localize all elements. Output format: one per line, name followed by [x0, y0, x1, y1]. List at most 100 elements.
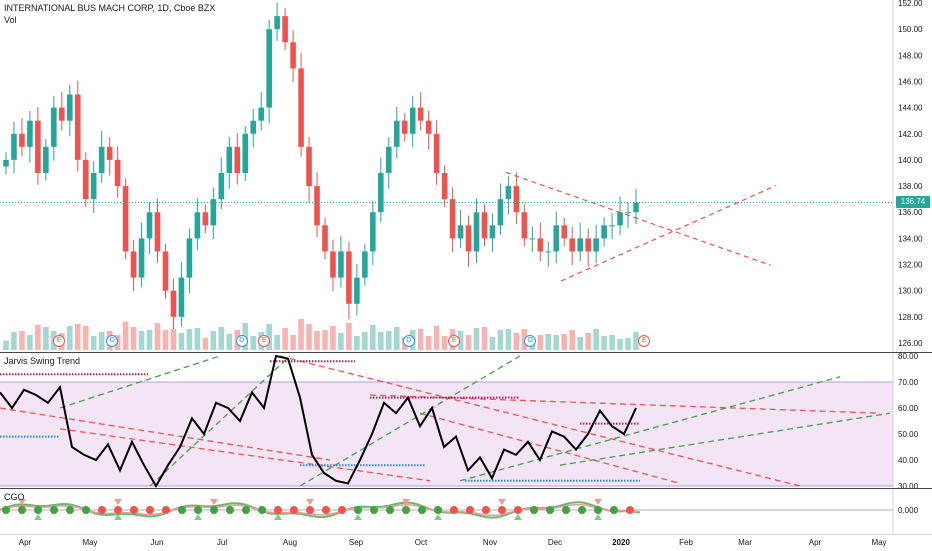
volume-bar — [66, 326, 73, 350]
candle-body — [513, 186, 520, 213]
volume-bar — [441, 336, 448, 350]
time-axis-label: Sep — [348, 538, 364, 547]
dividend-event-icon[interactable]: D — [524, 335, 537, 347]
price-chart[interactable]: 152.00 150.00 148.00 146.00 144.00 142.00 140.… — [0, 0, 932, 352]
price-tick-label: 134.00 — [898, 234, 923, 243]
time-axis[interactable]: Apr May Jun Jul Aug Sep Oct Nov Dec 2020 Feb Mar Apr… — [0, 534, 932, 551]
candle-body — [561, 225, 568, 239]
candle-body — [545, 251, 552, 253]
dividend-event-icon[interactable]: D — [106, 335, 119, 347]
volume-bar — [338, 333, 344, 350]
candle-body — [106, 146, 113, 160]
cgo-signal-dot — [322, 506, 330, 514]
volume-bar — [202, 338, 209, 350]
volume-bar — [537, 335, 544, 350]
candle-body — [601, 225, 607, 239]
time-axis-label: Apr — [18, 538, 32, 547]
candle-body — [489, 225, 496, 239]
green-trendline — [59, 355, 221, 409]
volume-bar — [138, 331, 145, 350]
cgo-pane[interactable]: 0.000 CGO — [0, 489, 932, 533]
cgo-signal-dot — [258, 506, 266, 514]
cgo-signal-dot — [178, 506, 186, 514]
candle-body — [609, 225, 615, 227]
current-price-tag: 136.74 — [896, 196, 930, 208]
earnings-event-icon[interactable]: E — [448, 335, 461, 347]
pane-separator[interactable] — [0, 352, 932, 353]
candle-body — [130, 251, 137, 278]
volume-bar — [322, 330, 328, 350]
volume-bar — [513, 333, 520, 350]
volume-bar — [521, 329, 528, 350]
price-tick-label: 126.00 — [898, 339, 923, 348]
candle-body — [473, 212, 480, 252]
cgo-buy-triangle — [354, 514, 362, 520]
indicator-tick-label: 80.00 — [898, 353, 919, 361]
candle-body — [138, 238, 145, 278]
candle-body — [577, 238, 583, 252]
time-axis-label: Apr — [808, 538, 822, 547]
volume-bar — [553, 335, 560, 350]
volume-bar — [82, 326, 89, 350]
cgo-signal-dot — [66, 506, 74, 514]
candle-body — [505, 186, 512, 200]
cgo-signal-dot — [130, 506, 138, 514]
cgo-signal-dot — [98, 506, 106, 514]
price-tick-label: 142.00 — [898, 130, 923, 139]
candle-body — [330, 251, 336, 278]
volume-bar — [250, 336, 257, 350]
earnings-event-icon[interactable]: E — [258, 335, 271, 347]
candle-body — [521, 212, 528, 239]
volume-bar — [130, 327, 137, 350]
volume-bar — [385, 331, 392, 350]
candle-body — [114, 159, 121, 187]
green-trendline — [149, 355, 291, 487]
volume-bar — [505, 329, 512, 350]
candle-body — [43, 146, 49, 173]
candle-body — [51, 107, 57, 147]
cgo-signal-dot — [354, 506, 362, 514]
price-pane[interactable]: 152.00 150.00 148.00 146.00 144.00 142.00 140.… — [0, 0, 932, 352]
cgo-sell-triangle — [114, 499, 122, 505]
candle-body — [282, 16, 288, 43]
volume-bar — [561, 334, 568, 350]
volume-bar — [378, 332, 384, 350]
candle-body — [66, 94, 73, 121]
pane-separator[interactable] — [0, 488, 932, 489]
cgo-signal-dot — [466, 506, 474, 514]
candle-body — [35, 120, 41, 173]
dividend-event-icon[interactable]: D — [235, 335, 248, 347]
candle-body — [433, 133, 440, 173]
candle-body — [178, 277, 185, 317]
indicator-chart[interactable]: 80.00 70.00 60.00 50.00 40.00 30.00 — [0, 353, 932, 488]
price-tick-label: 138.00 — [898, 182, 923, 191]
cgo-signal-dot — [418, 506, 426, 514]
candle-body — [122, 186, 129, 252]
cgo-signal-dot — [274, 506, 282, 514]
price-tick-label: 136.00 — [898, 208, 923, 217]
candle-body — [314, 186, 320, 226]
time-axis-label: Feb — [679, 538, 693, 547]
cgo-signal-dot — [210, 506, 218, 514]
volume-bar — [210, 331, 217, 350]
dividend-event-icon[interactable]: D — [402, 335, 415, 347]
earnings-event-icon[interactable]: E — [53, 335, 66, 347]
indicator-tick-label: 70.00 — [898, 378, 919, 387]
red-trendline — [59, 428, 431, 482]
candle-body — [354, 277, 360, 304]
cgo-signal-dot — [2, 506, 10, 514]
candle-body — [162, 251, 169, 291]
candle-body — [170, 290, 177, 317]
cgo-sell-triangle — [594, 499, 602, 505]
volume-bar — [170, 329, 177, 350]
candle-body — [82, 159, 89, 200]
candle-body — [98, 146, 105, 173]
volume-bar — [489, 337, 496, 350]
volume-bar — [282, 328, 288, 350]
earnings-event-icon[interactable]: E — [638, 335, 651, 347]
indicator-pane[interactable]: 80.00 70.00 60.00 50.00 40.00 30.00 Jarvis Sw… — [0, 353, 932, 488]
volume-bar — [609, 335, 615, 350]
cgo-chart[interactable]: 0.000 — [0, 489, 932, 533]
cgo-signal-dot — [530, 506, 538, 514]
cgo-sell-triangle — [306, 499, 314, 505]
